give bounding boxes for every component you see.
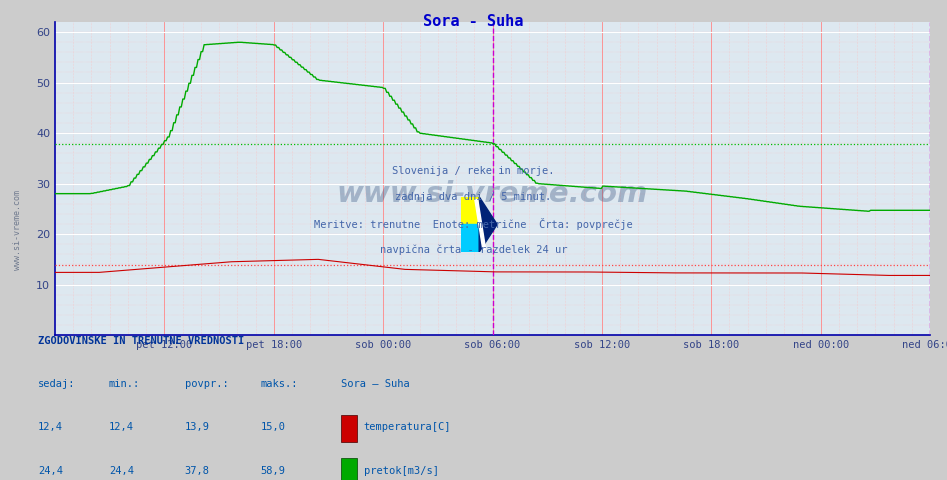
Text: 37,8: 37,8 (185, 466, 209, 476)
Text: maks.:: maks.: (260, 379, 298, 389)
Text: www.si-vreme.com: www.si-vreme.com (12, 191, 22, 270)
Text: navpična črta - razdelek 24 ur: navpična črta - razdelek 24 ur (380, 245, 567, 255)
Text: pretok[m3/s]: pretok[m3/s] (364, 466, 438, 476)
Text: temperatura[C]: temperatura[C] (364, 422, 451, 432)
Text: ZGODOVINSKE IN TRENUTNE VREDNOSTI: ZGODOVINSKE IN TRENUTNE VREDNOSTI (38, 336, 244, 346)
Bar (461, 197, 479, 225)
Text: 12,4: 12,4 (109, 422, 134, 432)
Text: Meritve: trenutne  Enote: metrične  Črta: povprečje: Meritve: trenutne Enote: metrične Črta: … (314, 218, 633, 230)
Text: zadnja dva dni / 5 minut.: zadnja dva dni / 5 minut. (396, 192, 551, 202)
Bar (461, 225, 479, 252)
Text: 12,4: 12,4 (38, 422, 63, 432)
Text: 24,4: 24,4 (109, 466, 134, 476)
Text: 24,4: 24,4 (38, 466, 63, 476)
Text: Slovenija / reke in morje.: Slovenija / reke in morje. (392, 166, 555, 176)
Text: 15,0: 15,0 (260, 422, 285, 432)
Text: Sora - Suha: Sora - Suha (423, 14, 524, 29)
Text: Sora – Suha: Sora – Suha (341, 379, 410, 389)
Text: povpr.:: povpr.: (185, 379, 228, 389)
Text: 13,9: 13,9 (185, 422, 209, 432)
Text: 58,9: 58,9 (260, 466, 285, 476)
Text: min.:: min.: (109, 379, 140, 389)
Text: sedaj:: sedaj: (38, 379, 76, 389)
Polygon shape (479, 197, 497, 252)
Polygon shape (474, 200, 486, 249)
Text: www.si-vreme.com: www.si-vreme.com (337, 180, 648, 208)
